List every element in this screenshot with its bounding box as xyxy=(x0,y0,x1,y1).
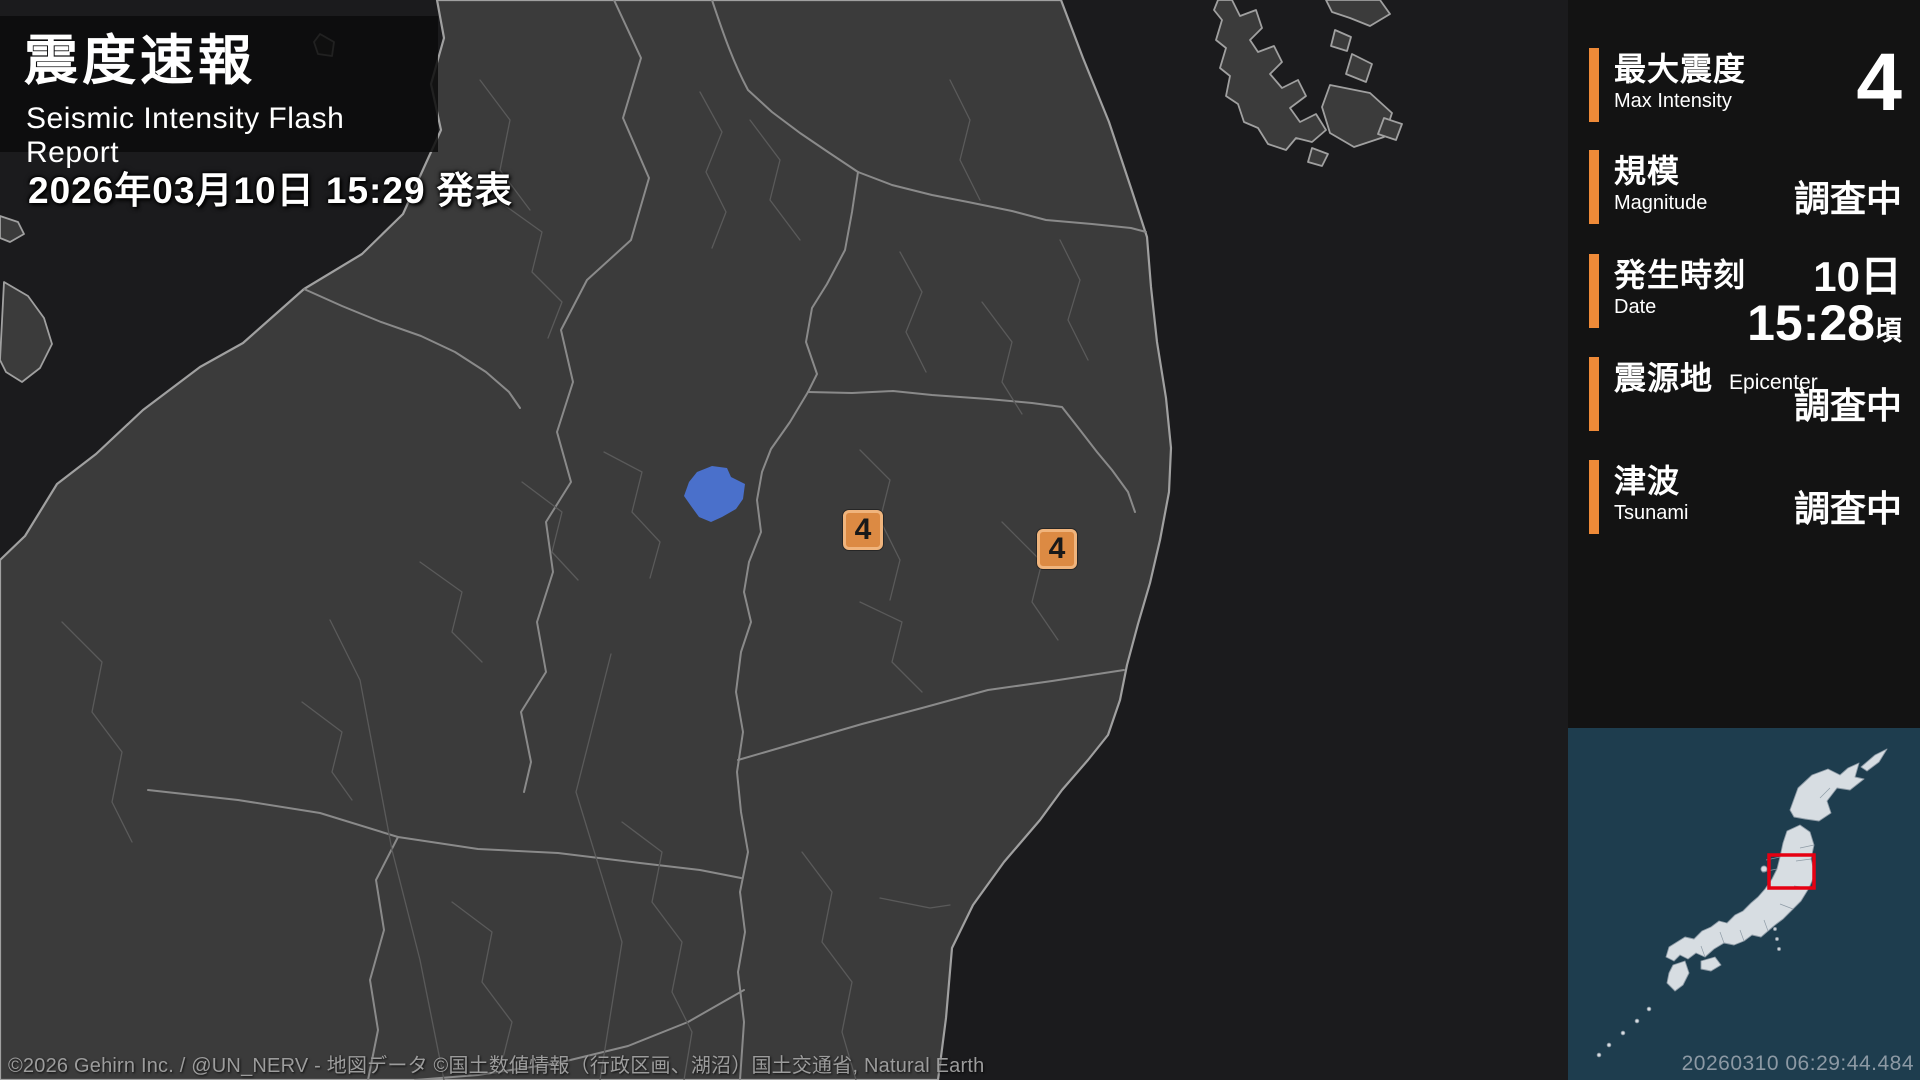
panel-label: 規模 xyxy=(1614,153,1681,189)
ne-island-cluster xyxy=(1213,0,1403,167)
region-highlight-box xyxy=(1767,853,1816,890)
municipal-borders xyxy=(61,79,1089,1080)
panel-sublabel: Epicenter xyxy=(1729,371,1818,394)
panel-sublabel: Tsunami xyxy=(1614,502,1689,525)
accent-bar xyxy=(1589,150,1599,224)
intensity-marker: 4 xyxy=(843,510,883,550)
japan-shape xyxy=(1596,748,1888,1058)
japan-minimap-svg xyxy=(1568,728,1920,1080)
accent-bar xyxy=(1589,48,1599,122)
map-attribution: ©2026 Gehirn Inc. / @UN_NERV - 地図データ ©国土… xyxy=(8,1055,985,1077)
panel-sublabel: Date xyxy=(1614,296,1657,319)
origin-time-value: 10日 15:28頃 xyxy=(1747,256,1902,349)
max-intensity-value: 4 xyxy=(1856,37,1902,128)
epicenter-value: 調査中 xyxy=(1793,385,1902,426)
origin-clock: 15:28 xyxy=(1747,295,1875,351)
panel-label: 震源地 xyxy=(1614,360,1714,396)
japan-locator-minimap: 20260310 06:29:44.484 xyxy=(1568,728,1920,1080)
accent-bar xyxy=(1589,254,1599,328)
accent-bar xyxy=(1589,357,1599,431)
panel-epicenter: 震源地 Epicenter 調査中 xyxy=(1568,357,1920,431)
report-subtitle: Seismic Intensity Flash Report xyxy=(26,102,345,169)
panel-label: 最大震度 xyxy=(1614,51,1747,87)
origin-day: 10日 xyxy=(1813,253,1902,300)
panel-sublabel: Max Intensity xyxy=(1614,90,1732,113)
title-box: 震度速報 Seismic Intensity Flash Report xyxy=(0,16,438,169)
panel-label: 津波 xyxy=(1614,463,1681,499)
minimap-sea xyxy=(1568,728,1920,1080)
panel-label: 発生時刻 xyxy=(1614,257,1747,293)
panel-magnitude: 規模 Magnitude 調査中 xyxy=(1568,150,1920,224)
landmass xyxy=(0,0,1173,1080)
info-sidebar: 最大震度 Max Intensity 4 規模 Magnitude 調査中 発生… xyxy=(1568,0,1920,728)
magnitude-value: 調査中 xyxy=(1793,178,1902,219)
tohoku-map-svg xyxy=(0,0,1403,1080)
accent-bar xyxy=(1589,460,1599,534)
panel-origin-time: 発生時刻 Date 10日 15:28頃 xyxy=(1568,254,1920,349)
tsunami-value: 調査中 xyxy=(1793,488,1902,529)
lake-polygon xyxy=(684,466,745,522)
origin-suffix: 頃 xyxy=(1875,316,1902,346)
main-map: 4 4 xyxy=(0,0,1403,1080)
panel-sublabel: Magnitude xyxy=(1614,192,1708,215)
broadcast-timestamp: 20260310 06:29:44.484 xyxy=(1681,1052,1914,1075)
panel-max-intensity: 最大震度 Max Intensity 4 xyxy=(1568,40,1920,126)
announcement-time: 2026年03月10日 15:29 発表 xyxy=(28,170,513,211)
prefecture-borders xyxy=(147,0,1147,1080)
intensity-marker: 4 xyxy=(1037,529,1077,569)
report-title: 震度速報 xyxy=(24,31,256,91)
panel-tsunami: 津波 Tsunami 調査中 xyxy=(1568,460,1920,534)
